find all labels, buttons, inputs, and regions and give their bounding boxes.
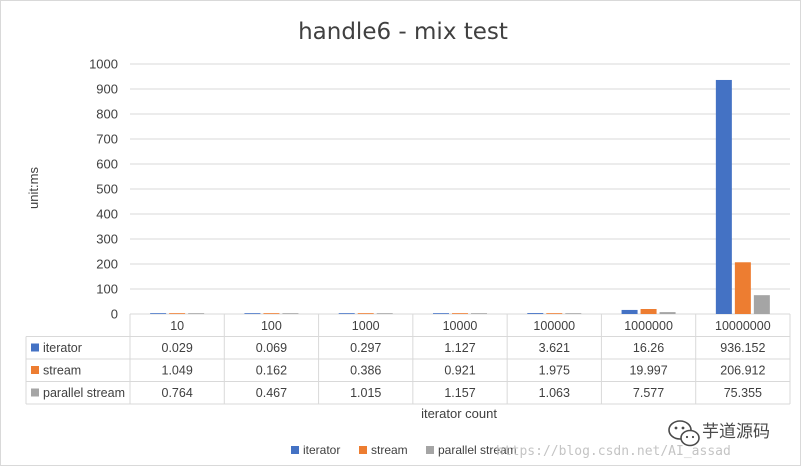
x-axis-title: iterator count — [421, 406, 497, 421]
y-tick-label: 300 — [96, 232, 118, 247]
bar-stream — [546, 313, 563, 314]
y-tick-label: 800 — [96, 107, 118, 122]
bar-stream — [734, 262, 751, 314]
watermark: https://blog.csdn.net/AI_assad 芋道源码 — [496, 420, 770, 459]
table-series-name: iterator — [43, 341, 82, 355]
table-series-swatch — [31, 366, 39, 374]
bar-iterator — [433, 313, 449, 314]
chart-title: handle6 - mix test — [298, 19, 508, 45]
data-label: 16.26 — [633, 341, 664, 355]
bar-stream — [169, 313, 186, 314]
bar-iterator — [338, 313, 355, 314]
y-axis-ticks: 0 100 200 300 400 500 600 700 800 900 1000 — [89, 57, 118, 322]
y-tick-label: 700 — [96, 132, 118, 147]
data-label: 0.921 — [444, 364, 475, 378]
data-label: 1.975 — [539, 364, 570, 378]
y-tick-label: 200 — [96, 257, 118, 272]
bar-parallel-stream — [565, 313, 582, 314]
data-label: 0.029 — [162, 341, 193, 355]
data-table: 10 100 1000 10000 100000 1000000 10000000 itera… — [25, 314, 791, 405]
bar-iterator — [527, 313, 544, 314]
data-label: 1.063 — [539, 386, 570, 400]
watermark-brand: 芋道源码 — [702, 422, 770, 442]
y-tick-label: 900 — [96, 82, 118, 97]
bar-parallel-stream — [282, 313, 299, 314]
data-label: 7.577 — [633, 386, 664, 400]
legend-swatch — [426, 446, 434, 454]
watermark-url: https://blog.csdn.net/AI_assad — [496, 444, 731, 459]
data-label: 0.162 — [256, 364, 287, 378]
wechat-icon — [668, 420, 700, 447]
y-tick-label: 600 — [96, 157, 118, 172]
bars — [150, 79, 770, 314]
data-label: 1.049 — [162, 364, 193, 378]
bar-iterator — [244, 313, 261, 314]
x-tick-label: 10 — [170, 319, 184, 333]
bar-parallel-stream — [753, 295, 770, 314]
x-tick-label: 1000 — [352, 319, 380, 333]
bar-parallel-stream — [471, 313, 487, 314]
legend-item: stream — [371, 443, 408, 457]
x-tick-label: 10000 — [443, 319, 478, 333]
y-axis-title: unit:ms — [26, 167, 41, 209]
bar-iterator — [150, 313, 167, 314]
data-label: 3.621 — [539, 341, 570, 355]
x-tick-label: 100 — [261, 319, 282, 333]
bar-parallel-stream — [376, 313, 393, 314]
bar-stream — [640, 309, 657, 314]
data-label: 0.764 — [162, 386, 193, 400]
data-label: 1.157 — [444, 386, 475, 400]
x-tick-label: 1000000 — [624, 319, 673, 333]
data-label: 1.015 — [350, 386, 381, 400]
bar-iterator — [715, 79, 732, 314]
data-label: 0.467 — [256, 386, 287, 400]
data-label: 0.386 — [350, 364, 381, 378]
gridlines — [130, 63, 790, 315]
bar-stream — [263, 313, 280, 314]
x-tick-label: 10000000 — [715, 319, 771, 333]
legend-swatch — [359, 446, 367, 454]
y-tick-label: 1000 — [89, 57, 118, 72]
table-series-swatch — [31, 388, 39, 397]
table-series-name: parallel stream — [43, 386, 125, 400]
y-tick-label: 0 — [111, 307, 118, 322]
table-series-name: stream — [43, 364, 81, 378]
legend: iterator stream parallel stream — [291, 443, 517, 457]
bar-iterator — [621, 309, 638, 314]
table-series-swatch — [31, 343, 39, 352]
bar-parallel-stream — [188, 313, 205, 314]
data-label: 0.297 — [350, 341, 381, 355]
y-tick-label: 100 — [96, 282, 118, 297]
x-tick-label: 100000 — [533, 319, 575, 333]
data-label: 19.997 — [629, 364, 667, 378]
legend-item: parallel stream — [438, 443, 517, 457]
y-tick-label: 400 — [96, 207, 118, 222]
y-tick-label: 500 — [96, 182, 118, 197]
bar-stream — [452, 313, 468, 314]
data-label: 936.152 — [720, 341, 765, 355]
data-label: 1.127 — [444, 341, 475, 355]
data-label: 75.355 — [724, 386, 762, 400]
bar-parallel-stream — [659, 312, 676, 314]
data-label: 0.069 — [256, 341, 287, 355]
data-label: 206.912 — [720, 364, 765, 378]
bar-stream — [357, 313, 374, 314]
legend-swatch — [291, 446, 299, 454]
legend-item: iterator — [303, 443, 340, 457]
